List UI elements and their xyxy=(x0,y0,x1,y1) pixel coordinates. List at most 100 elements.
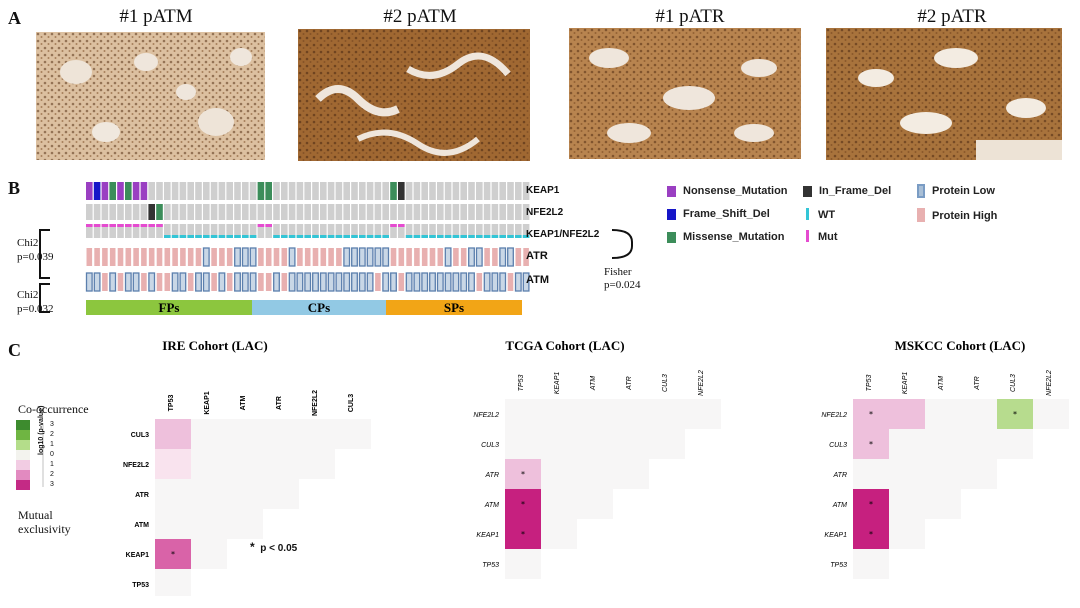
legend-swatch-missense xyxy=(667,232,676,243)
heatmap-significant-cell xyxy=(155,449,191,479)
row-label: TP53 xyxy=(482,562,499,569)
atr-cell xyxy=(109,248,116,266)
nfe2l2-cell xyxy=(156,204,163,220)
nfe2l2-cell xyxy=(148,204,155,220)
significance-star: * xyxy=(521,530,525,539)
atm-cell xyxy=(218,272,226,292)
row-label: KEAP1 xyxy=(824,532,847,539)
atm-cell xyxy=(164,273,171,291)
chi-brackets xyxy=(39,229,50,313)
atm-cell xyxy=(398,273,405,291)
keap1-cell xyxy=(187,182,194,200)
legend-nonsense: Nonsense_Mutation xyxy=(683,185,788,197)
atm-cell xyxy=(343,272,351,292)
combined-status-mark xyxy=(405,235,413,238)
column-label: NFE2L2 xyxy=(1046,370,1053,396)
keap1-cell xyxy=(320,182,327,200)
combined-status-mark xyxy=(522,235,530,238)
combined-cell xyxy=(257,224,265,238)
colorscale-axis-label: log10 (p-value) xyxy=(38,405,45,455)
atr-cell xyxy=(281,248,288,266)
combined-cell xyxy=(171,224,179,238)
atm-cell xyxy=(85,272,93,292)
heatmap-cell xyxy=(191,539,227,569)
atm-cell xyxy=(312,272,319,292)
atr-cell xyxy=(515,248,522,266)
atm-cell xyxy=(358,272,366,292)
heatmap-cell xyxy=(191,419,227,449)
atm-cell xyxy=(124,272,132,292)
atr-cell xyxy=(358,247,366,267)
heatmap-significant-cell xyxy=(505,459,541,489)
atm-cell xyxy=(351,272,358,292)
combined-cell xyxy=(304,224,311,238)
column-label: CUL3 xyxy=(348,394,355,412)
row-label: TP53 xyxy=(132,582,149,589)
keap1-cell xyxy=(164,182,171,200)
column-label: NFE2L2 xyxy=(698,370,705,396)
atm-cell xyxy=(335,272,343,292)
heatmap-cell xyxy=(263,419,299,449)
nfe2l2-cell xyxy=(187,204,194,220)
heatmap-cell xyxy=(649,429,685,459)
heatmap-significant-cell xyxy=(853,489,889,519)
heatmap-cell xyxy=(997,429,1033,459)
atm-cell xyxy=(288,272,296,292)
heatmap-cell xyxy=(577,459,613,489)
atr-cell xyxy=(398,248,405,266)
ihc-image-1 xyxy=(36,32,265,160)
gene-label-keap1: KEAP1 xyxy=(526,185,560,196)
column-label: KEAP1 xyxy=(554,372,561,395)
atr-cell xyxy=(219,248,225,266)
atr-cell xyxy=(288,247,296,267)
group-label-sps: SPs xyxy=(444,300,464,315)
keap1-cell xyxy=(93,182,101,200)
combined-cell xyxy=(242,224,249,238)
nfe2l2-cell xyxy=(366,204,374,220)
keap1-cell xyxy=(156,182,163,200)
atm-cell xyxy=(483,272,491,292)
significance-star: * xyxy=(869,530,873,539)
keap1-cell xyxy=(335,182,343,200)
legend-protein-high: Protein High xyxy=(932,210,998,222)
heatmap-cell xyxy=(227,419,263,449)
nfe2l2-cell xyxy=(249,204,257,220)
combined-cell xyxy=(483,224,491,238)
atm-cell xyxy=(132,272,140,292)
keap1-cell xyxy=(273,182,280,200)
combined-cell xyxy=(320,224,327,238)
combined-status-mark xyxy=(351,235,358,238)
nfe2l2-cell xyxy=(93,204,101,220)
combined-status-mark xyxy=(210,235,218,238)
gene-label-nfe2l2: NFE2L2 xyxy=(526,207,564,218)
atm-cell xyxy=(117,273,124,291)
combined-status-mark xyxy=(468,235,475,238)
combined-cell xyxy=(437,224,444,238)
atr-cell xyxy=(429,248,436,266)
atm-cell xyxy=(476,273,483,291)
combined-cell xyxy=(343,224,350,238)
heatmap-cell xyxy=(1033,399,1069,429)
atm-cell xyxy=(375,273,381,291)
keap1-cell xyxy=(507,182,514,200)
keap1-cell xyxy=(171,182,179,200)
heatmap-significant-cell xyxy=(505,489,541,519)
atm-cell xyxy=(195,272,202,292)
nfe2l2-cell xyxy=(483,204,491,220)
combined-cell xyxy=(327,224,335,238)
row-label: CUL3 xyxy=(131,432,149,439)
column-label: CUL3 xyxy=(1010,374,1017,392)
significance-star: * xyxy=(521,500,525,509)
group-label-cps: CPs xyxy=(308,300,330,315)
atr-cell xyxy=(499,247,507,267)
combined-cell xyxy=(468,224,475,238)
heatmap-cell xyxy=(889,459,925,489)
atm-cell xyxy=(444,272,452,292)
combined-status-mark xyxy=(390,224,397,227)
nfe2l2-cell xyxy=(226,204,233,220)
nfe2l2-cell xyxy=(374,204,382,220)
nfe2l2-cell xyxy=(218,204,226,220)
combined-status-mark xyxy=(93,224,101,227)
image-title-2: #2 pATM xyxy=(383,6,457,27)
ihc-image-2 xyxy=(298,29,530,161)
